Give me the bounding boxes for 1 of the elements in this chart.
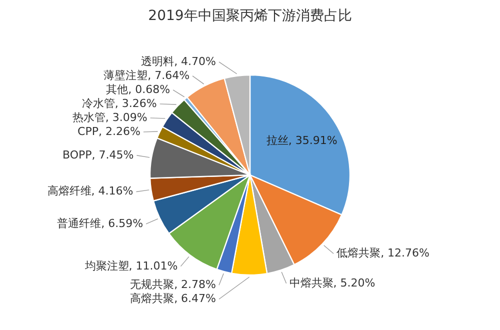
title: 2019年中国聚丙烯下游消费占比 [148, 8, 352, 24]
